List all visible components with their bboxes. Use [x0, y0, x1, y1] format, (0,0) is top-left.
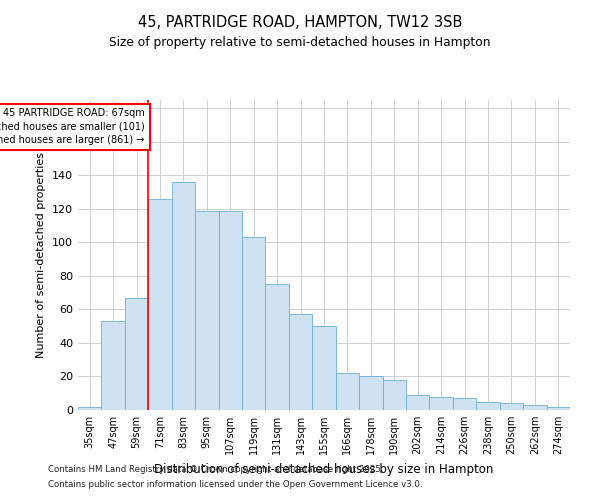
Bar — [547, 406, 570, 410]
Text: Contains HM Land Registry data © Crown copyright and database right 2025.: Contains HM Land Registry data © Crown c… — [48, 465, 383, 474]
Bar — [265, 284, 289, 410]
Bar — [289, 314, 312, 410]
Bar — [383, 380, 406, 410]
Bar — [218, 210, 242, 410]
X-axis label: Distribution of semi-detached houses by size in Hampton: Distribution of semi-detached houses by … — [154, 462, 494, 475]
Text: Contains public sector information licensed under the Open Government Licence v3: Contains public sector information licen… — [48, 480, 422, 489]
Bar — [453, 398, 476, 410]
Bar — [430, 396, 453, 410]
Bar — [148, 199, 172, 410]
Bar — [101, 321, 125, 410]
Text: 45, PARTRIDGE ROAD, HAMPTON, TW12 3SB: 45, PARTRIDGE ROAD, HAMPTON, TW12 3SB — [138, 15, 462, 30]
Text: 45 PARTRIDGE ROAD: 67sqm
← 10% of semi-detached houses are smaller (101)
89% of : 45 PARTRIDGE ROAD: 67sqm ← 10% of semi-d… — [0, 108, 145, 145]
Y-axis label: Number of semi-detached properties: Number of semi-detached properties — [37, 152, 46, 358]
Bar — [172, 182, 195, 410]
Bar — [125, 298, 148, 410]
Text: Size of property relative to semi-detached houses in Hampton: Size of property relative to semi-detach… — [109, 36, 491, 49]
Bar — [312, 326, 336, 410]
Bar — [78, 406, 101, 410]
Bar — [195, 210, 218, 410]
Bar — [242, 238, 265, 410]
Bar — [523, 405, 547, 410]
Bar — [500, 404, 523, 410]
Bar — [336, 373, 359, 410]
Bar — [406, 395, 430, 410]
Bar — [476, 402, 500, 410]
Bar — [359, 376, 383, 410]
